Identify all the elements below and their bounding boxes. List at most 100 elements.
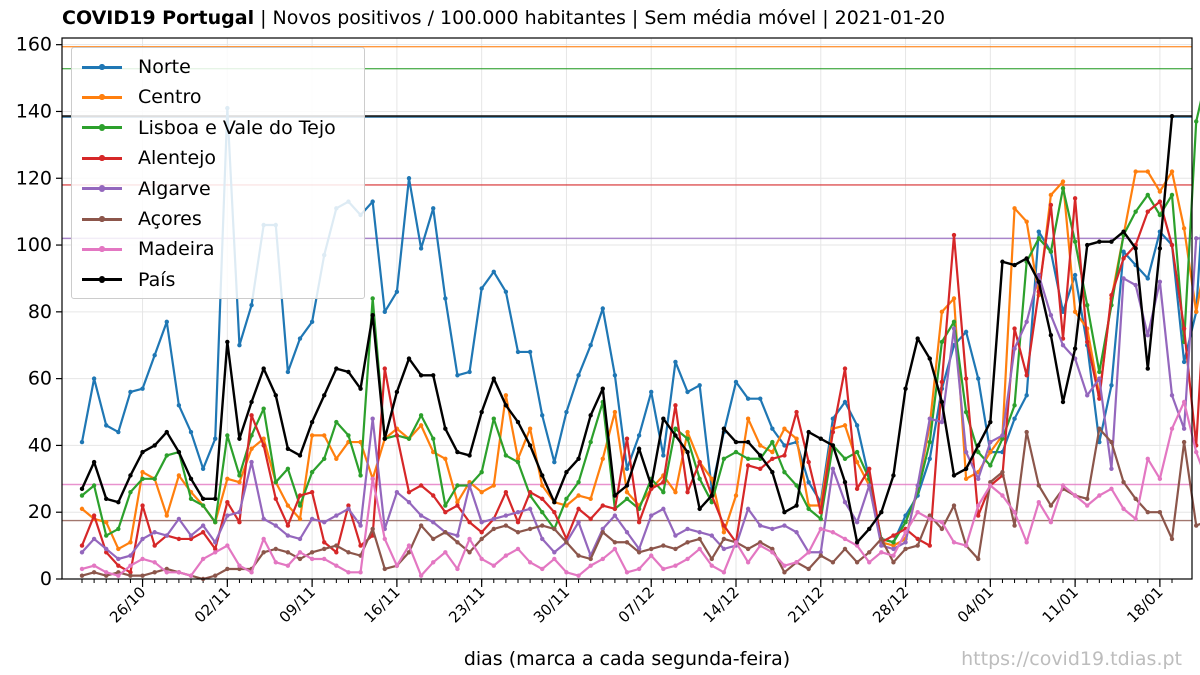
data-point: [79, 506, 85, 512]
data-point: [806, 506, 811, 512]
data-point: [794, 503, 799, 508]
data-point: [1036, 272, 1041, 278]
data-point: [249, 302, 254, 308]
data-point: [104, 570, 109, 575]
data-point: [939, 520, 945, 525]
data-point: [649, 513, 654, 518]
data-point: [515, 419, 521, 425]
data-point: [1109, 239, 1114, 244]
data-point: [612, 493, 618, 498]
data-point: [249, 446, 254, 451]
legend-item: País: [82, 266, 175, 294]
x-tick-label: 14/12: [700, 583, 743, 626]
data-point: [273, 393, 278, 398]
data-point: [1194, 449, 1199, 455]
data-point: [963, 409, 969, 415]
y-tick-label: 100: [16, 234, 52, 256]
data-point: [1024, 429, 1029, 435]
data-point: [200, 503, 206, 508]
data-point: [758, 453, 763, 458]
data-point: [854, 486, 860, 492]
data-point: [770, 449, 775, 455]
data-point: [176, 516, 182, 522]
data-point: [213, 550, 218, 555]
legend-label: Centro: [138, 86, 202, 109]
data-point: [1085, 242, 1090, 248]
data-point: [443, 530, 448, 535]
data-point: [322, 556, 327, 562]
data-point: [237, 473, 242, 478]
data-point: [1060, 483, 1066, 488]
data-point: [1085, 393, 1090, 398]
data-point: [1133, 282, 1138, 288]
data-point: [1157, 510, 1163, 515]
data-point: [782, 443, 787, 448]
data-point: [903, 530, 908, 535]
data-point: [140, 386, 145, 391]
chart-title-rest: | Novos positivos / 100.000 habitantes |…: [254, 7, 946, 29]
data-point: [576, 479, 581, 485]
data-point: [334, 550, 339, 555]
data-point: [431, 436, 436, 441]
data-point: [309, 433, 315, 438]
series-line: [81, 400, 1200, 577]
data-point: [552, 550, 557, 555]
data-point: [891, 543, 896, 548]
data-point: [1000, 469, 1005, 475]
data-point: [249, 570, 254, 575]
data-point: [1097, 369, 1102, 375]
x-tick-label: 18/01: [1123, 583, 1166, 626]
data-point: [709, 556, 714, 562]
data-point: [939, 526, 945, 532]
data-point: [334, 366, 339, 371]
data-point: [661, 489, 666, 495]
data-point: [297, 556, 303, 562]
data-point: [176, 473, 182, 478]
data-point: [612, 373, 618, 378]
data-point: [455, 449, 460, 455]
data-point: [661, 453, 666, 458]
data-point: [636, 566, 642, 572]
data-point: [1012, 510, 1017, 515]
data-point: [91, 513, 97, 518]
data-point: [491, 416, 496, 421]
data-point: [976, 443, 981, 448]
data-point: [515, 456, 521, 461]
data-point: [963, 449, 969, 455]
data-point: [370, 199, 375, 204]
data-point: [515, 530, 521, 535]
data-point: [79, 439, 85, 445]
data-point: [624, 483, 630, 488]
data-point: [116, 556, 121, 562]
data-point: [1012, 416, 1017, 421]
data-point: [491, 376, 496, 381]
data-point: [225, 433, 230, 438]
data-point: [104, 573, 109, 578]
data-point: [842, 366, 848, 371]
data-point: [334, 543, 339, 548]
data-point: [1109, 383, 1114, 388]
data-point: [636, 520, 642, 525]
data-point: [927, 516, 932, 522]
data-point: [164, 533, 169, 538]
x-tick-label: 26/10: [106, 583, 149, 626]
legend-item: Algarve: [82, 175, 211, 203]
data-point: [770, 526, 775, 532]
data-point: [649, 483, 654, 488]
data-point: [382, 366, 387, 371]
data-point: [1012, 523, 1017, 528]
data-point: [673, 433, 678, 438]
data-point: [1060, 309, 1066, 315]
data-point: [140, 469, 145, 475]
data-point: [745, 456, 751, 461]
data-point: [1024, 319, 1029, 325]
data-point: [697, 536, 702, 542]
data-point: [1181, 426, 1187, 431]
data-point: [297, 493, 303, 498]
data-point: [624, 489, 630, 495]
data-point: [782, 563, 787, 568]
data-point: [394, 433, 400, 438]
data-point: [721, 523, 727, 528]
data-point: [1000, 436, 1005, 441]
data-point: [1097, 376, 1102, 381]
